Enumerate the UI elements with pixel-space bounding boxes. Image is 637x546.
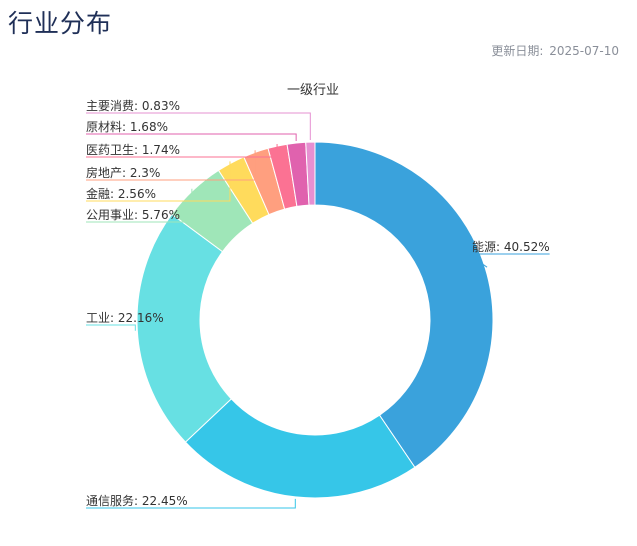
chart-title: 一级行业	[287, 83, 339, 98]
slice-label-7: 原材料: 1.68%	[86, 120, 168, 134]
slice-2[interactable]	[136, 213, 233, 443]
leader-line-5	[86, 150, 256, 181]
update-date-label: 更新日期:	[491, 44, 544, 58]
leader-line-8	[86, 112, 311, 141]
slice-label-0: 能源: 40.52%	[472, 240, 550, 254]
leader-line-4	[86, 161, 231, 202]
update-date-value: 2025-07-10	[549, 44, 619, 58]
slice-label-6: 医药卫生: 1.74%	[86, 143, 180, 157]
slice-label-5: 房地产: 2.3%	[86, 165, 160, 180]
slices-group	[136, 141, 494, 499]
leader-line-1	[86, 498, 296, 509]
slice-label-8: 主要消费: 0.83%	[86, 99, 180, 113]
labels-group: 能源: 40.52% 通信服务: 22.45% 工业: 22.16% 公用事业: 5.…	[86, 99, 550, 509]
leader-line-6	[86, 144, 278, 158]
leader-line-2	[86, 324, 136, 331]
slice-8[interactable]	[305, 141, 316, 206]
slice-label-2: 工业: 22.16%	[86, 311, 164, 325]
update-date: 更新日期: 2025-07-10	[491, 42, 619, 59]
page-title: 行业分布	[8, 9, 113, 38]
leader-line-3	[86, 188, 193, 223]
slice-label-3: 公用事业: 5.76%	[86, 208, 180, 222]
slice-0[interactable]	[314, 141, 494, 469]
slice-label-1: 通信服务: 22.45%	[86, 493, 188, 508]
slice-1[interactable]	[184, 398, 416, 499]
leader-line-7	[86, 133, 297, 141]
slice-label-4: 金融: 2.56%	[86, 186, 156, 201]
leader-line-0	[466, 253, 550, 268]
